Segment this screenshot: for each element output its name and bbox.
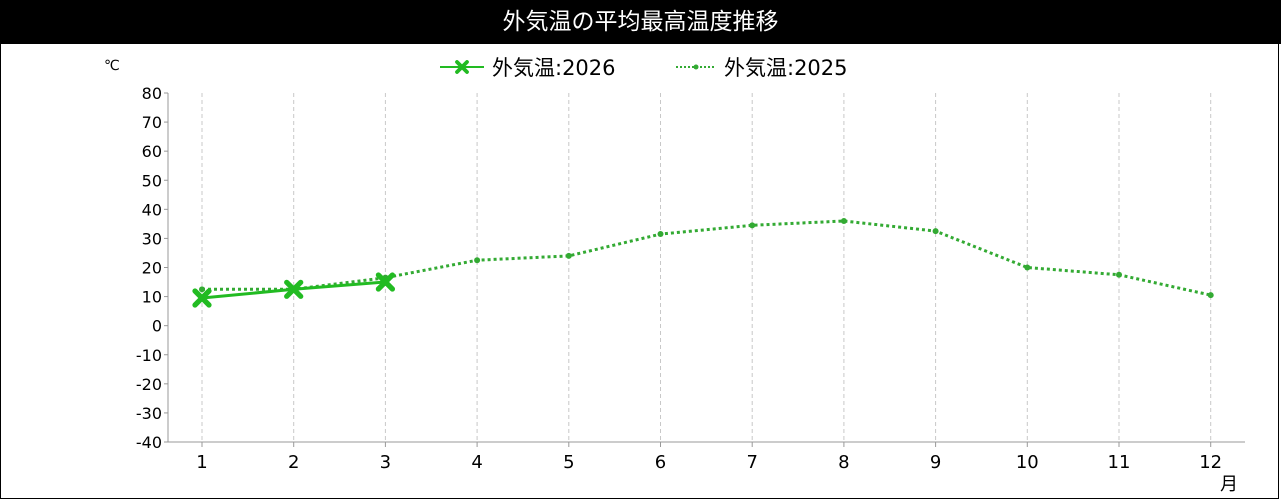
x-tick-label: 11 (1108, 452, 1131, 473)
x-tick-label: 6 (655, 452, 666, 473)
x-tick-label: 4 (471, 452, 482, 473)
x-tick-label: 9 (930, 452, 941, 473)
x-tick-label: 8 (838, 452, 849, 473)
data-point-2026 (192, 288, 212, 308)
y-tick-label: 80 (142, 84, 162, 103)
marker-stroke (192, 288, 212, 308)
x-tick-label: 10 (1016, 452, 1039, 473)
x-tick-label: 3 (380, 452, 391, 473)
data-point-2025 (1116, 271, 1122, 278)
marker-stroke (375, 272, 396, 292)
y-tick-label: 70 (142, 113, 162, 132)
legend-marker-2026 (455, 60, 469, 74)
y-tick-label: 20 (142, 259, 162, 278)
chart-series (192, 217, 1214, 308)
y-tick-label: 10 (142, 288, 162, 307)
y-tick-label: 60 (142, 142, 162, 161)
data-point-2025 (474, 257, 481, 264)
x-tick-label: 2 (288, 452, 299, 473)
y-tick-label: 30 (142, 229, 162, 248)
y-tick-label: -10 (136, 346, 162, 365)
data-point-2026 (375, 272, 396, 292)
marker-stroke (284, 279, 304, 299)
marker-stroke (455, 60, 469, 74)
x-tick-label: 5 (563, 452, 574, 473)
y-tick-label: 50 (142, 171, 162, 190)
x-tick-label: 12 (1199, 452, 1222, 473)
data-point-2025 (840, 217, 847, 224)
y-tick-label: -40 (136, 433, 162, 452)
data-point-2025 (932, 228, 939, 235)
data-point-2025 (1207, 292, 1214, 299)
legend-label-2026: 外気温:2026 (492, 56, 616, 80)
data-point-2025 (657, 231, 664, 238)
y-tick-label: 40 (142, 200, 162, 219)
x-tick-label: 7 (746, 452, 757, 473)
legend-label-2025: 外気温:2025 (724, 56, 848, 80)
x-tick-label: 1 (196, 452, 207, 473)
data-point-2025 (1024, 264, 1031, 271)
y-axis-unit-label: ℃ (104, 58, 120, 74)
series-line-2025 (202, 219, 1212, 297)
data-point-2025 (565, 252, 572, 259)
y-tick-label: 0 (152, 317, 162, 336)
y-tick-label: -20 (136, 375, 162, 394)
x-axis-unit-label: 月 (1220, 474, 1238, 495)
data-point-2025 (199, 286, 205, 293)
y-tick-label: -30 (136, 404, 162, 423)
legend-marker-2025 (693, 64, 699, 70)
data-point-2025 (749, 222, 756, 229)
chart-legend: 外気温:2026 外気温:2025 (440, 56, 848, 80)
chart-grid (201, 93, 1212, 442)
chart-axes: 1 2 3 4 5 6 7 8 9 10 11 1280706050403020100-10-20-3… (136, 84, 1245, 473)
chart-title: 外気温の平均最高温度推移 (0, 0, 1281, 44)
data-point-2026 (284, 279, 304, 299)
